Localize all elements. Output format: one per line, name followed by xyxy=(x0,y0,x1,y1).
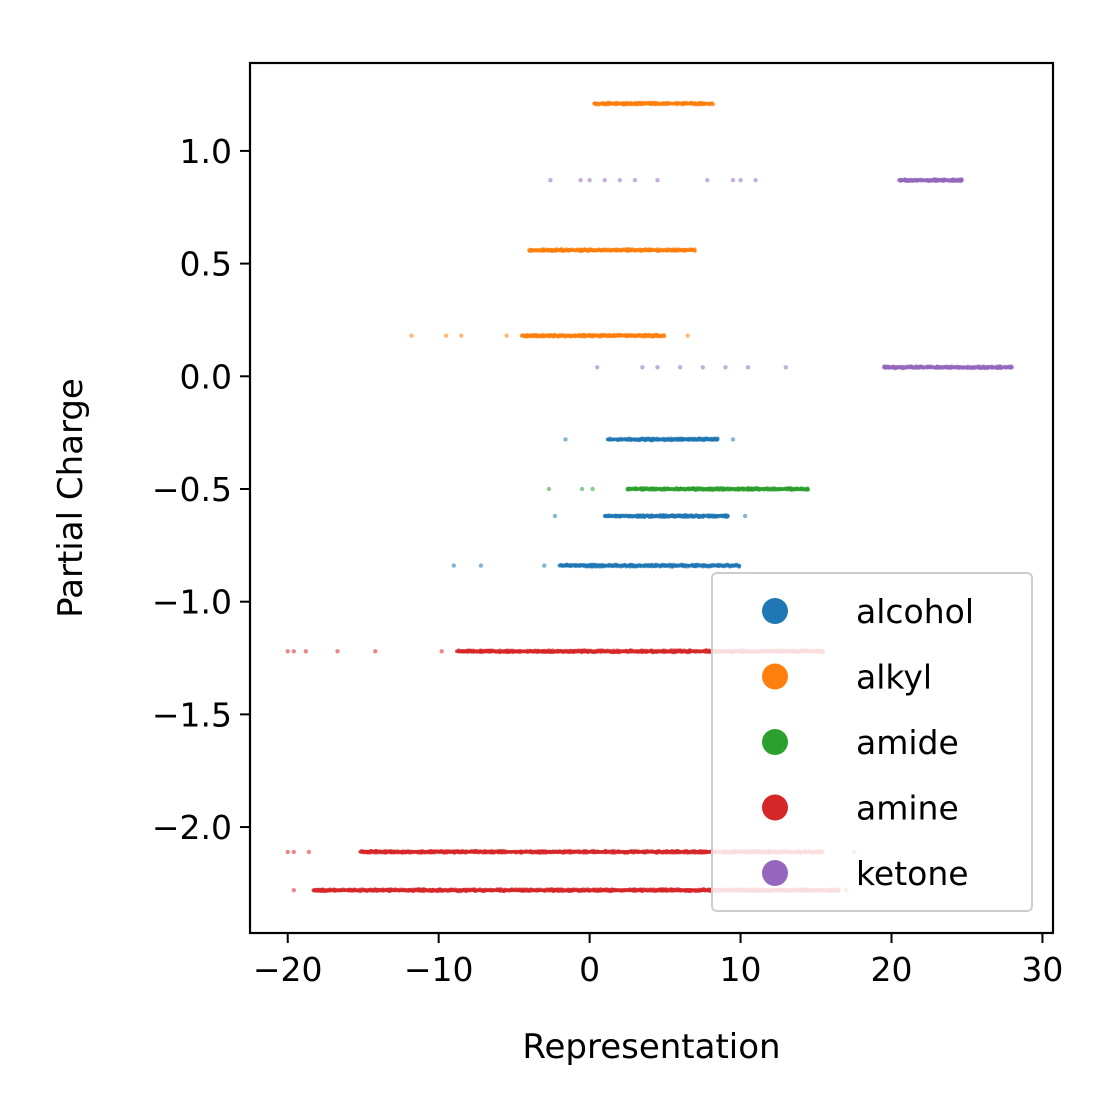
data-point xyxy=(737,563,742,568)
data-point xyxy=(730,437,736,442)
data-point xyxy=(715,437,720,442)
series-alkyl xyxy=(409,100,716,339)
data-point xyxy=(710,101,715,106)
data-point xyxy=(504,333,509,338)
series-alcohol xyxy=(451,436,748,569)
data-point xyxy=(285,649,290,654)
data-point xyxy=(805,487,810,491)
data-point xyxy=(409,333,414,338)
data-point xyxy=(590,486,595,492)
data-point xyxy=(303,649,308,654)
data-point xyxy=(459,333,464,338)
data-point xyxy=(662,333,667,338)
data-point xyxy=(685,333,690,338)
data-point xyxy=(726,514,730,518)
data-point xyxy=(439,649,444,654)
series-amide xyxy=(546,486,810,493)
data-point xyxy=(478,563,484,568)
data-point xyxy=(291,649,296,654)
data-point xyxy=(542,563,547,568)
data-point xyxy=(579,486,585,492)
data-point xyxy=(563,437,568,442)
data-point xyxy=(444,333,449,338)
data-point xyxy=(451,563,456,568)
data-point xyxy=(742,513,748,519)
data-point xyxy=(692,248,697,253)
data-point xyxy=(335,649,340,654)
data-point xyxy=(373,649,378,654)
data-point xyxy=(552,513,558,519)
data-point xyxy=(546,486,552,492)
